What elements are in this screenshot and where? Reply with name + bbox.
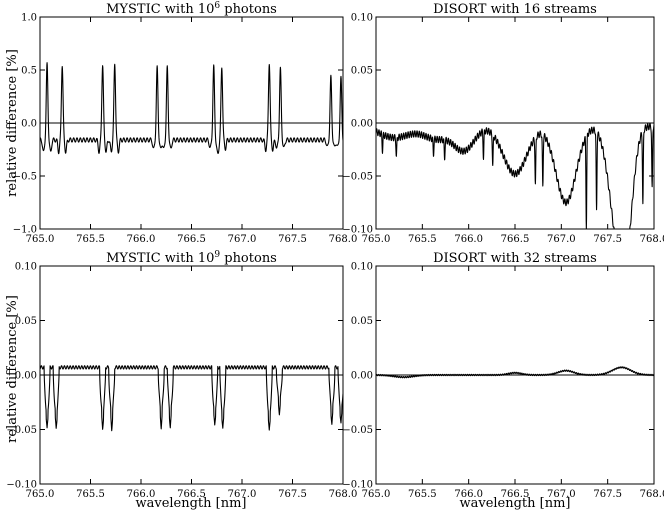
- x-tick-label: 768.0: [329, 234, 358, 245]
- x-tick-label: 768.0: [640, 489, 664, 500]
- y-tick-label: 0.05: [351, 66, 373, 77]
- y-tick-label: −1.0: [13, 225, 37, 236]
- y-tick-label: −0.10: [342, 225, 373, 236]
- y-tick-label: −0.05: [342, 425, 373, 436]
- x-tick-label: 767.5: [278, 489, 307, 500]
- x-tick-label: 765.0: [362, 234, 391, 245]
- x-tick-label: 767.0: [228, 234, 257, 245]
- y-tick-label: −0.10: [342, 480, 373, 491]
- data-series-line: [376, 122, 654, 229]
- y-tick-label: 0.05: [15, 316, 37, 327]
- y-tick-label: 0.00: [351, 119, 373, 130]
- panel-disort-16: 765.0 765.5 766.0 766.5 767.0 767.5 768.0 0.10 0…: [342, 2, 664, 245]
- y-tick-label: 0.10: [351, 13, 373, 24]
- y-tick-label: −0.10: [6, 480, 37, 491]
- y-tick-label: −0.05: [342, 172, 373, 183]
- panel-mystic-1e6: 765.0 765.5 766.0 766.5 767.0 767.5 768.0 1.0 0.…: [13, 1, 358, 245]
- x-tick-label: 768.0: [329, 489, 358, 500]
- x-tick-label: 765.0: [26, 489, 55, 500]
- x-tick-label: 765.0: [26, 234, 55, 245]
- y-tick-label: 0.05: [351, 316, 373, 327]
- y-tick-label: 0.10: [351, 262, 373, 273]
- y-tick-label: −0.05: [6, 425, 37, 436]
- data-series-line: [40, 365, 343, 432]
- x-tick-label: 766.5: [177, 234, 206, 245]
- x-tick-label: 765.5: [408, 234, 437, 245]
- x-tick-label: 766.5: [177, 489, 206, 500]
- x-tick-label: 767.5: [593, 234, 622, 245]
- x-tick-label: 765.5: [408, 489, 437, 500]
- x-tick-label: 767.5: [593, 489, 622, 500]
- panel-title: MYSTIC with 106 photons: [106, 1, 277, 17]
- y-tick-label: −0.5: [13, 172, 37, 183]
- x-tick-label: 767.0: [547, 489, 576, 500]
- figure-ylabel-top: relative difference [%]: [5, 49, 20, 197]
- panel-title: DISORT with 32 streams: [433, 251, 597, 266]
- x-tick-label: 767.5: [278, 234, 307, 245]
- x-tick-label: 766.5: [501, 234, 530, 245]
- y-tick-label: 0.10: [15, 262, 37, 273]
- x-tick-label: 765.5: [76, 234, 105, 245]
- x-tick-label: 767.0: [547, 234, 576, 245]
- data-series-line: [40, 62, 343, 155]
- panel-title: MYSTIC with 109 photons: [106, 250, 277, 266]
- x-tick-label: 767.0: [228, 489, 257, 500]
- y-tick-label: 0.5: [21, 66, 37, 77]
- x-tick-label: 766.0: [127, 234, 156, 245]
- y-tick-label: 0.0: [21, 119, 37, 130]
- x-tick-label: 766.5: [501, 489, 530, 500]
- panel-mystic-1e9: 765.0 765.5 766.0 766.5 767.0 767.5 768.0 0.10 0…: [6, 250, 357, 500]
- x-tick-label: 766.0: [127, 489, 156, 500]
- figure-xlabel-left: wavelength [nm]: [135, 496, 246, 511]
- y-tick-label: 1.0: [21, 13, 37, 24]
- y-tick-label: 0.00: [15, 371, 37, 382]
- panel-disort-32: 765.0 765.5 766.0 766.5 767.0 767.5 768.0 0.10 0…: [342, 251, 664, 500]
- y-tick-label: 0.00: [351, 371, 373, 382]
- data-series-line: [376, 366, 654, 379]
- x-tick-label: 766.0: [454, 489, 483, 500]
- x-tick-label: 768.0: [640, 234, 664, 245]
- x-tick-label: 765.0: [362, 489, 391, 500]
- panel-title: DISORT with 16 streams: [433, 2, 597, 17]
- x-tick-label: 765.5: [76, 489, 105, 500]
- x-tick-label: 766.0: [454, 234, 483, 245]
- figure-ylabel-bottom: relative difference [%]: [5, 295, 20, 443]
- figure-xlabel-right: wavelength [nm]: [459, 496, 570, 511]
